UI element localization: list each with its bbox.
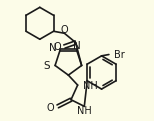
Text: NH: NH [77,106,92,116]
Text: O: O [53,42,61,52]
Text: S: S [44,61,51,71]
Text: O: O [46,103,54,113]
Text: O: O [61,25,68,34]
Text: NH: NH [83,81,97,91]
Text: N: N [49,43,56,53]
Text: N: N [73,41,80,51]
Text: Br: Br [114,49,125,60]
